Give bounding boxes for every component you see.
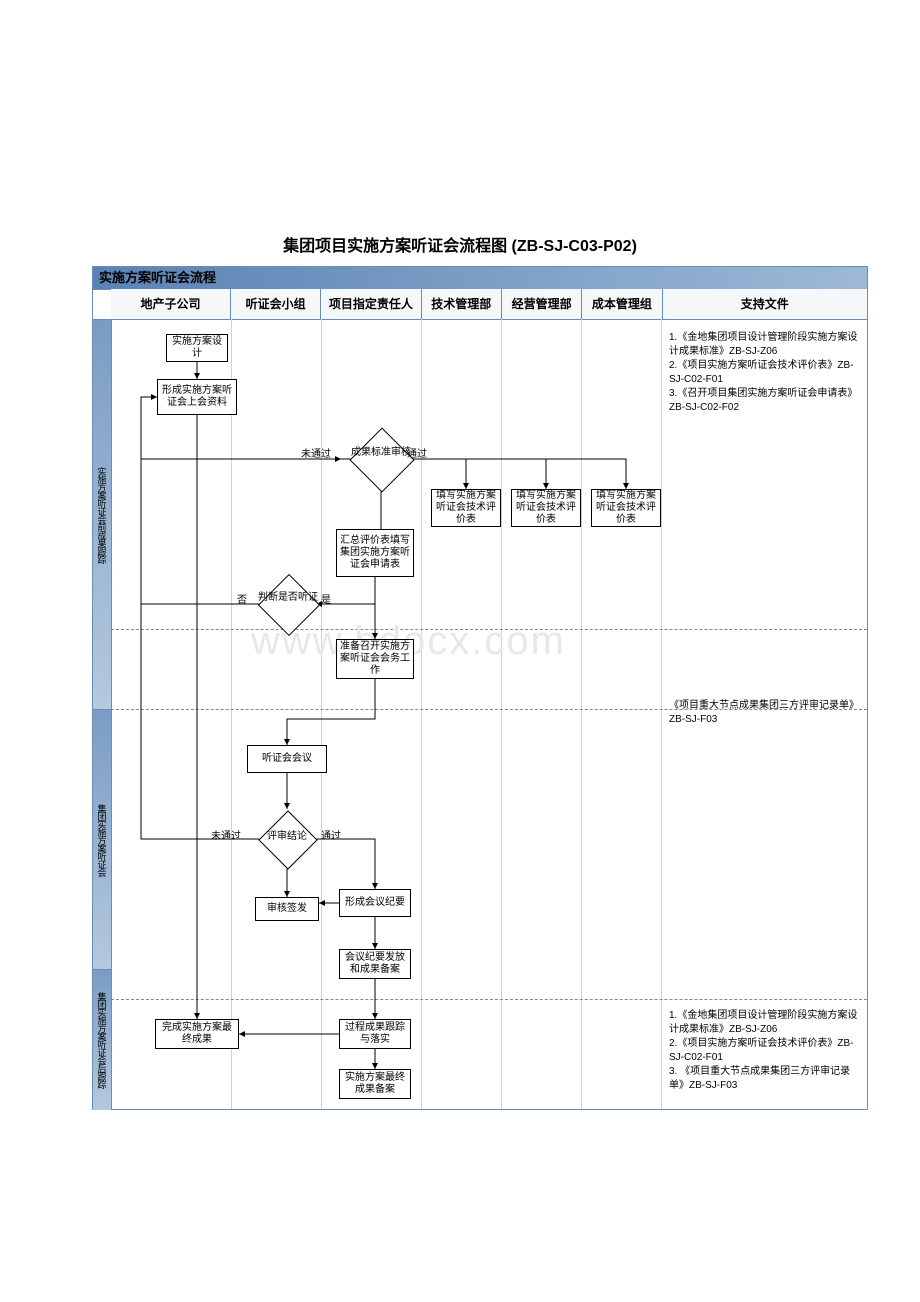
lane-label-3: 集团实施方案听证会后跟踪 (93, 969, 111, 1110)
node-form-materials: 形成实施方案听证会上会资料 (157, 379, 237, 415)
node-approve-issue: 审核签发 (255, 897, 319, 921)
col-line (231, 319, 232, 1109)
node-design-plan: 实施方案设计 (166, 334, 228, 362)
node-final-archive: 实施方案最终成果备案 (339, 1069, 411, 1099)
node-fill-eval-3: 填写实施方案听证会技术评价表 (591, 489, 661, 527)
edge-label-pass-1: 通过 (407, 445, 427, 460)
node-prepare-meeting: 准备召开实施方案听证会会务工作 (336, 639, 414, 679)
lane-label-2: 集团实施方案听证会 (93, 709, 111, 970)
node-fill-eval-1: 填写实施方案听证会技术评价表 (431, 489, 501, 527)
page: 集团项目实施方案听证会流程图 (ZB-SJ-C03-P02) 实施方案听证会流程… (0, 0, 920, 1302)
node-summary-apply: 汇总评价表填写集团实施方案听证会申请表 (336, 529, 414, 577)
lane-separator (111, 999, 867, 1000)
col-header-7: 支持文件 (662, 289, 867, 319)
edge-label-yes: 是 (321, 591, 331, 606)
col-header-5: 经营管理部 (501, 289, 581, 319)
node-form-minutes: 形成会议纪要 (339, 889, 411, 917)
support-doc-mid: 《项目重大节点成果集团三方评审记录单》ZB-SJ-F03 (669, 699, 859, 727)
node-final-result: 完成实施方案最终成果 (155, 1019, 239, 1049)
lane-separator (111, 629, 867, 630)
node-process-tracking: 过程成果跟踪与落实 (339, 1019, 411, 1049)
col-line (661, 319, 662, 1109)
lane-labels: 实施方案听证会前成果跟踪 集团实施方案听证会 集团实施方案听证会后跟踪 (93, 289, 112, 1109)
support-doc-top: 1.《金地集团项目设计管理阶段实施方案设计成果标准》ZB-SJ-Z06 2.《项… (669, 331, 859, 415)
edge-label-no: 否 (237, 591, 247, 606)
col-header-6: 成本管理组 (581, 289, 661, 319)
edge-label-fail-1: 未通过 (301, 445, 331, 460)
node-distribute-archive: 会议纪要发放和成果备案 (339, 949, 411, 979)
node-fill-eval-2: 填写实施方案听证会技术评价表 (511, 489, 581, 527)
col-header-1: 地产子公司 (111, 289, 230, 319)
col-line (421, 319, 422, 1109)
col-line (501, 319, 502, 1109)
flow-body: www.bdocx.com (111, 319, 867, 1109)
flow-header: 实施方案听证会流程 (93, 267, 867, 290)
lane-label-1: 实施方案听证会前成果跟踪 (93, 319, 111, 710)
edge-label-pass-2: 通过 (321, 827, 341, 842)
col-header-2: 听证会小组 (230, 289, 320, 319)
page-title: 集团项目实施方案听证会流程图 (ZB-SJ-C03-P02) (0, 232, 920, 256)
flow-container: 实施方案听证会流程 实施方案听证会前成果跟踪 集团实施方案听证会 集团实施方案听… (92, 266, 868, 1110)
diamond-judge-hearing (258, 574, 320, 636)
node-hearing-meeting: 听证会会议 (247, 745, 327, 773)
col-header-3: 项目指定责任人 (320, 289, 420, 319)
col-header-4: 技术管理部 (421, 289, 501, 319)
diamond-review-conclusion (258, 810, 317, 869)
diamond-review-standard (349, 427, 414, 492)
col-line (321, 319, 322, 1109)
column-headers: 地产子公司 听证会小组 项目指定责任人 技术管理部 经营管理部 成本管理组 支持… (111, 289, 867, 320)
col-line (581, 319, 582, 1109)
support-doc-bot: 1.《金地集团项目设计管理阶段实施方案设计成果标准》ZB-SJ-Z06 2.《项… (669, 1009, 859, 1093)
edge-label-fail-2: 未通过 (211, 827, 241, 842)
